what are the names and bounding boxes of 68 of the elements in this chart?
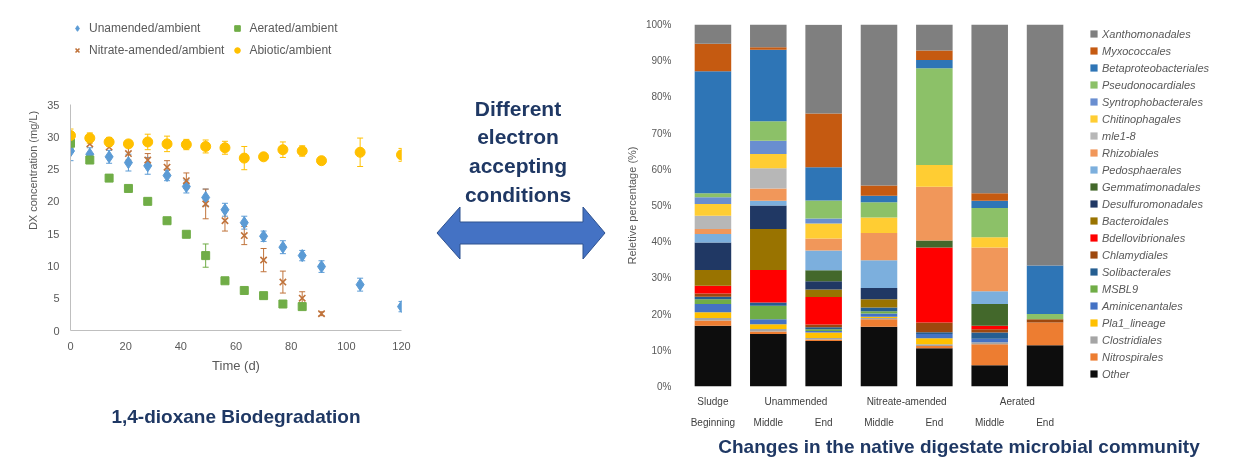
x-tick-label: 40 — [174, 339, 187, 352]
legend-label: Chitinophagales — [1102, 111, 1181, 126]
x-tick-label: 100 — [337, 339, 356, 352]
legend-label: Solibacterales — [1102, 264, 1172, 279]
legend-label: Myxococcales — [1102, 43, 1172, 58]
x-tick-label: 20 — [119, 339, 132, 352]
x-tick-label: Middle — [864, 416, 895, 428]
y-tick-label: 25 — [47, 163, 60, 176]
text: Sludge — [697, 395, 729, 407]
legend-label: Desulfuromonadales — [1102, 196, 1203, 211]
y-tick-label: 0% — [657, 381, 672, 392]
y-tick-label: 30 — [47, 130, 60, 143]
text: Aerated — [999, 395, 1035, 407]
y-tick-label: 100% — [645, 19, 672, 30]
y-tick-label: 30% — [651, 272, 672, 284]
x-tick-label: 0 — [67, 339, 74, 352]
y-tick-label: 90% — [651, 55, 672, 67]
y-tick-label: 20 — [47, 195, 60, 208]
y-tick-label: 5 — [53, 292, 60, 305]
y-tick-label: 80% — [651, 91, 672, 103]
text: 1,4-dioxane Biodegradation — [111, 405, 361, 427]
legend-label: Nitrospirales — [1102, 349, 1164, 364]
y-tick-label: 40% — [651, 236, 672, 248]
y-tick-label: 10 — [47, 259, 60, 272]
y-tick-label: 50% — [651, 200, 672, 211]
legend-label: Aerated/ambient — [249, 20, 338, 36]
y-tick-label: 10% — [651, 344, 672, 356]
legend-label: Nitrate-amended/ambient — [89, 42, 225, 58]
legend-label: Pseudonocardiales — [1102, 77, 1196, 92]
legend-label: Rhizobiales — [1102, 145, 1159, 160]
text: Changes in the native digestate microbial community — [718, 435, 1201, 457]
legend-label: mle1-8 — [1102, 128, 1136, 143]
y-tick-label: 0 — [53, 324, 60, 337]
y-tick-label: 70% — [651, 127, 672, 139]
legend-label: Bdellovibrionales — [1102, 230, 1186, 245]
x-tick-label: Middle — [974, 416, 1005, 428]
text: Different electron accepting conditions — [464, 96, 572, 206]
y-tick-label: 60% — [651, 163, 672, 175]
x-tick-label: End — [814, 416, 833, 428]
legend-label: Gemmatimonadales — [1102, 179, 1201, 194]
x-tick-label: End — [1036, 416, 1054, 428]
y-tick-label: 20% — [651, 308, 672, 320]
legend-label: Pla1_lineage — [1102, 315, 1166, 330]
legend-label: Other — [1102, 366, 1130, 381]
x-tick-label: 60 — [229, 339, 243, 352]
y-tick-label: 15 — [47, 227, 60, 240]
x-tick-label: 120 — [392, 339, 411, 352]
x-tick-label: End — [925, 416, 944, 428]
x-tick-label: Beginning — [690, 416, 736, 428]
legend-label: Bacteroidales — [1102, 213, 1169, 228]
y-axis-title: Reletive percentage (%) — [625, 146, 638, 265]
text: Nitreate-amended — [866, 395, 947, 407]
legend-label: Syntrophobacterales — [1102, 94, 1203, 109]
x-tick-label: 80 — [285, 339, 298, 352]
legend-label: Chlamydiales — [1102, 247, 1169, 262]
x-axis-title: Time (d) — [212, 357, 260, 373]
legend-label: Xanthomonadales — [1102, 26, 1191, 41]
legend-label: Aminicenantales — [1102, 298, 1183, 313]
legend-label: Clostridiales — [1102, 332, 1162, 347]
legend-label: Pedosphaerales — [1102, 162, 1182, 177]
y-tick-label: 35 — [47, 98, 60, 111]
y-axis-title: DX concentration (mg/L) — [27, 110, 40, 231]
text: Unammended — [764, 395, 828, 407]
legend-label: MSBL9 — [1102, 281, 1139, 296]
legend-label: Betaproteobacteriales — [1102, 60, 1210, 75]
x-tick-label: Middle — [753, 416, 784, 428]
legend-label: Abiotic/ambient — [249, 42, 332, 58]
legend-label: Unamended/ambient — [89, 20, 201, 36]
